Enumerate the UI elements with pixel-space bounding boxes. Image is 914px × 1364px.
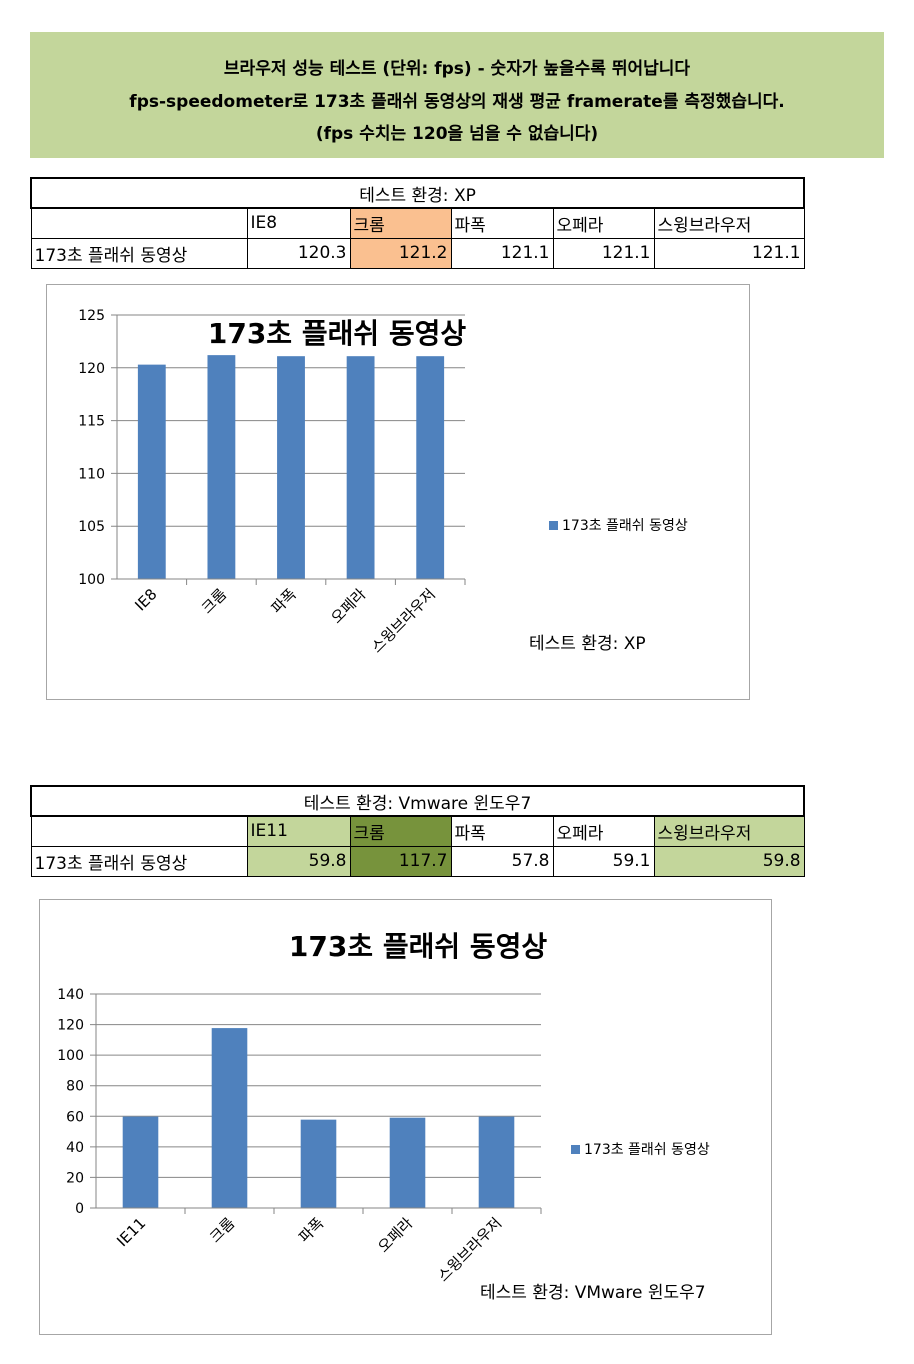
table-win7-cell: 59.1 [552,845,655,877]
table-win7-col-header: 크롬 [349,815,452,847]
table-xp-corner-cell [30,207,248,239]
table-win7-header-row: IE11 크롬 파폭 오페라 스윙브라우저 [30,815,805,847]
header-line-1: 브라우저 성능 테스트 (단위: fps) - 숫자가 높을수록 뛰어납니다 [223,59,691,79]
chart-title: 173초 플래쉬 동영상 [289,930,548,963]
header-banner: 브라우저 성능 테스트 (단위: fps) - 숫자가 높을수록 뛰어납니다 f… [30,32,884,158]
bar [300,1119,337,1208]
table-xp-cell: 121.1 [552,237,655,269]
x-tick-label: 스윙브라우저 [368,585,439,656]
table-win7-title: 테스트 환경: Vmware 윈도우7 [29,785,806,817]
table-win7: 테스트 환경: Vmware 윈도우7 IE11 크롬 파폭 오페라 스윙브라우… [29,785,806,877]
chart-annotation: 테스트 환경: VMware 윈도우7 [480,1283,706,1303]
table-xp-col-header: 크롬 [349,207,452,239]
table-win7-col-header: 스윙브라우저 [653,815,805,847]
table-win7-row-label: 173초 플래쉬 동영상 [30,845,248,877]
bar [416,356,445,579]
bar [389,1117,426,1208]
x-tick-label: 파폭 [268,585,300,617]
table-xp-col-header: 파폭 [450,207,554,239]
legend-swatch [571,1145,580,1154]
table-win7-cell: 117.7 [349,845,452,877]
chart-xp: 100 105 110 115 120 125 IE8 크롬 파폭 오페라 스윙브라우저 173초 플… [46,284,750,700]
table-win7-col-header: 파폭 [450,815,554,847]
y-tick-label: 40 [66,1140,84,1156]
chart-win7-svg: 0 20 40 60 80 100 120 140 IE11 크롬 파폭 오페라 스윙브라우저 173초 … [57,930,710,1303]
table-xp-cell: 121.1 [450,237,554,269]
x-tick-label: 스윙브라우저 [434,1214,505,1285]
y-tick-label: 80 [66,1079,84,1095]
table-win7-col-header: IE11 [246,815,351,847]
y-tick-label: 125 [78,308,105,324]
table-xp-row-label: 173초 플래쉬 동영상 [30,237,248,269]
header-line-2: fps-speedometer로 173초 플래쉬 동영상의 재생 평균 fra… [129,92,785,112]
table-xp-col-header: 스윙브라우저 [653,207,805,239]
chart-annotation: 테스트 환경: XP [529,634,646,654]
y-tick-label: 110 [78,466,105,482]
bar [137,364,166,579]
table-win7-cell: 57.8 [450,845,554,877]
table-xp-col-header: IE8 [246,207,351,239]
x-tick-label: 오페라 [374,1214,416,1256]
table-win7-col-header: 오페라 [552,815,655,847]
table-xp: 테스트 환경: XP IE8 크롬 파폭 오페라 스윙브라우저 173초 플래쉬… [29,177,806,269]
y-tick-label: 115 [78,414,105,430]
bar [346,356,375,579]
y-tick-label: 60 [66,1109,84,1125]
table-win7-corner-cell [30,815,248,847]
legend-label: 173초 플래쉬 동영상 [562,518,688,534]
header-line-3: (fps 수치는 120을 넘을 수 없습니다) [315,124,599,144]
x-tick-label: IE11 [113,1214,149,1250]
bar [211,1028,248,1208]
x-tick-label: 크롬 [198,585,230,617]
table-xp-header-row: IE8 크롬 파폭 오페라 스윙브라우저 [30,207,805,239]
table-xp-data-row: 173초 플래쉬 동영상 120.3 121.2 121.1 121.1 121… [30,237,805,269]
table-xp-cell: 121.2 [349,237,452,269]
bar [478,1116,515,1208]
table-xp-cell: 121.1 [653,237,805,269]
y-tick-label: 120 [78,361,105,377]
bar [122,1116,159,1208]
chart-win7: 0 20 40 60 80 100 120 140 IE11 크롬 파폭 오페라 스윙브라우저 173초 … [39,899,772,1335]
chart-title: 173초 플래쉬 동영상 [208,317,467,350]
table-win7-cell: 59.8 [653,845,805,877]
y-tick-label: 140 [57,987,84,1003]
x-tick-label: 크롬 [206,1214,238,1246]
y-tick-label: 20 [66,1170,84,1186]
table-win7-cell: 59.8 [246,845,351,877]
bar [207,355,236,579]
table-win7-data-row: 173초 플래쉬 동영상 59.8 117.7 57.8 59.1 59.8 [30,845,805,877]
y-tick-label: 120 [57,1018,84,1034]
x-tick-label: IE8 [131,585,160,614]
bar [277,356,305,579]
table-xp-title: 테스트 환경: XP [29,177,806,209]
legend-swatch [549,521,558,530]
y-tick-label: 0 [75,1201,84,1217]
legend-label: 173초 플래쉬 동영상 [584,1142,710,1158]
table-xp-col-header: 오페라 [552,207,655,239]
y-tick-label: 105 [78,519,105,535]
x-tick-label: 오페라 [327,585,369,627]
table-xp-cell: 120.3 [246,237,351,269]
y-tick-label: 100 [57,1048,84,1064]
x-tick-label: 파폭 [295,1214,327,1246]
y-tick-label: 100 [78,572,105,588]
